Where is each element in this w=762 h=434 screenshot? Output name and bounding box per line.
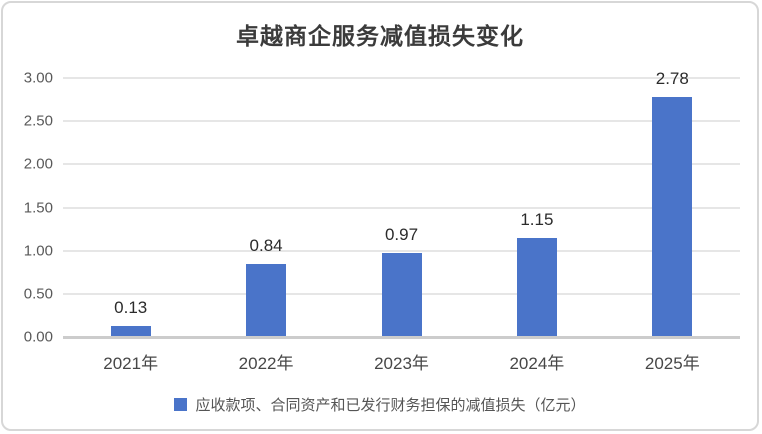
legend: 应收款项、合同资产和已发行财务担保的减值损失（亿元） bbox=[3, 394, 757, 415]
x-axis-tick-label: 2023年 bbox=[374, 354, 429, 373]
chart-title: 卓越商企服务减值损失变化 bbox=[236, 23, 524, 49]
plot-area: 0.00 0.50 1.00 1.50 2.00 2.50 3.00 0.13 2021年 0.8… bbox=[24, 69, 740, 373]
x-axis-tick-label: 2022年 bbox=[238, 354, 294, 373]
y-axis-tick-label: 1.00 bbox=[23, 242, 53, 260]
gridline bbox=[63, 77, 740, 79]
x-axis-tick-label: 2025年 bbox=[644, 354, 700, 373]
bar-2021年 bbox=[110, 325, 151, 337]
y-axis-tick-label: 0.50 bbox=[23, 285, 53, 303]
bar-value-label: 0.84 bbox=[249, 236, 283, 256]
gridline bbox=[63, 120, 740, 123]
bar-value-label: 2.78 bbox=[655, 69, 689, 88]
bar-2022年 bbox=[246, 264, 287, 337]
bar-value-label: 0.97 bbox=[384, 225, 419, 245]
x-axis-line bbox=[63, 335, 740, 339]
bar-value-label: 1.15 bbox=[520, 209, 554, 229]
bar-2025年 bbox=[652, 97, 693, 337]
bar-value-label: 0.13 bbox=[114, 297, 148, 317]
gridline bbox=[63, 249, 740, 252]
bar-2024年 bbox=[516, 237, 557, 337]
legend-label: 应收款项、合同资产和已发行财务担保的减值损失（亿元） bbox=[195, 397, 586, 414]
legend-swatch-icon bbox=[174, 398, 188, 411]
x-axis-tick-label: 2024年 bbox=[509, 354, 565, 373]
y-axis-tick-label: 2.00 bbox=[23, 155, 53, 173]
bar-2023年 bbox=[381, 253, 422, 337]
y-axis-tick-label: 1.50 bbox=[23, 199, 53, 216]
y-axis-tick-label: 0.00 bbox=[23, 328, 53, 346]
gridline bbox=[63, 206, 740, 209]
y-axis-tick-label: 3.00 bbox=[23, 69, 53, 87]
gridline bbox=[63, 163, 740, 166]
y-axis-tick-label: 2.50 bbox=[23, 112, 53, 130]
x-axis-tick-label: 2021年 bbox=[103, 354, 159, 373]
